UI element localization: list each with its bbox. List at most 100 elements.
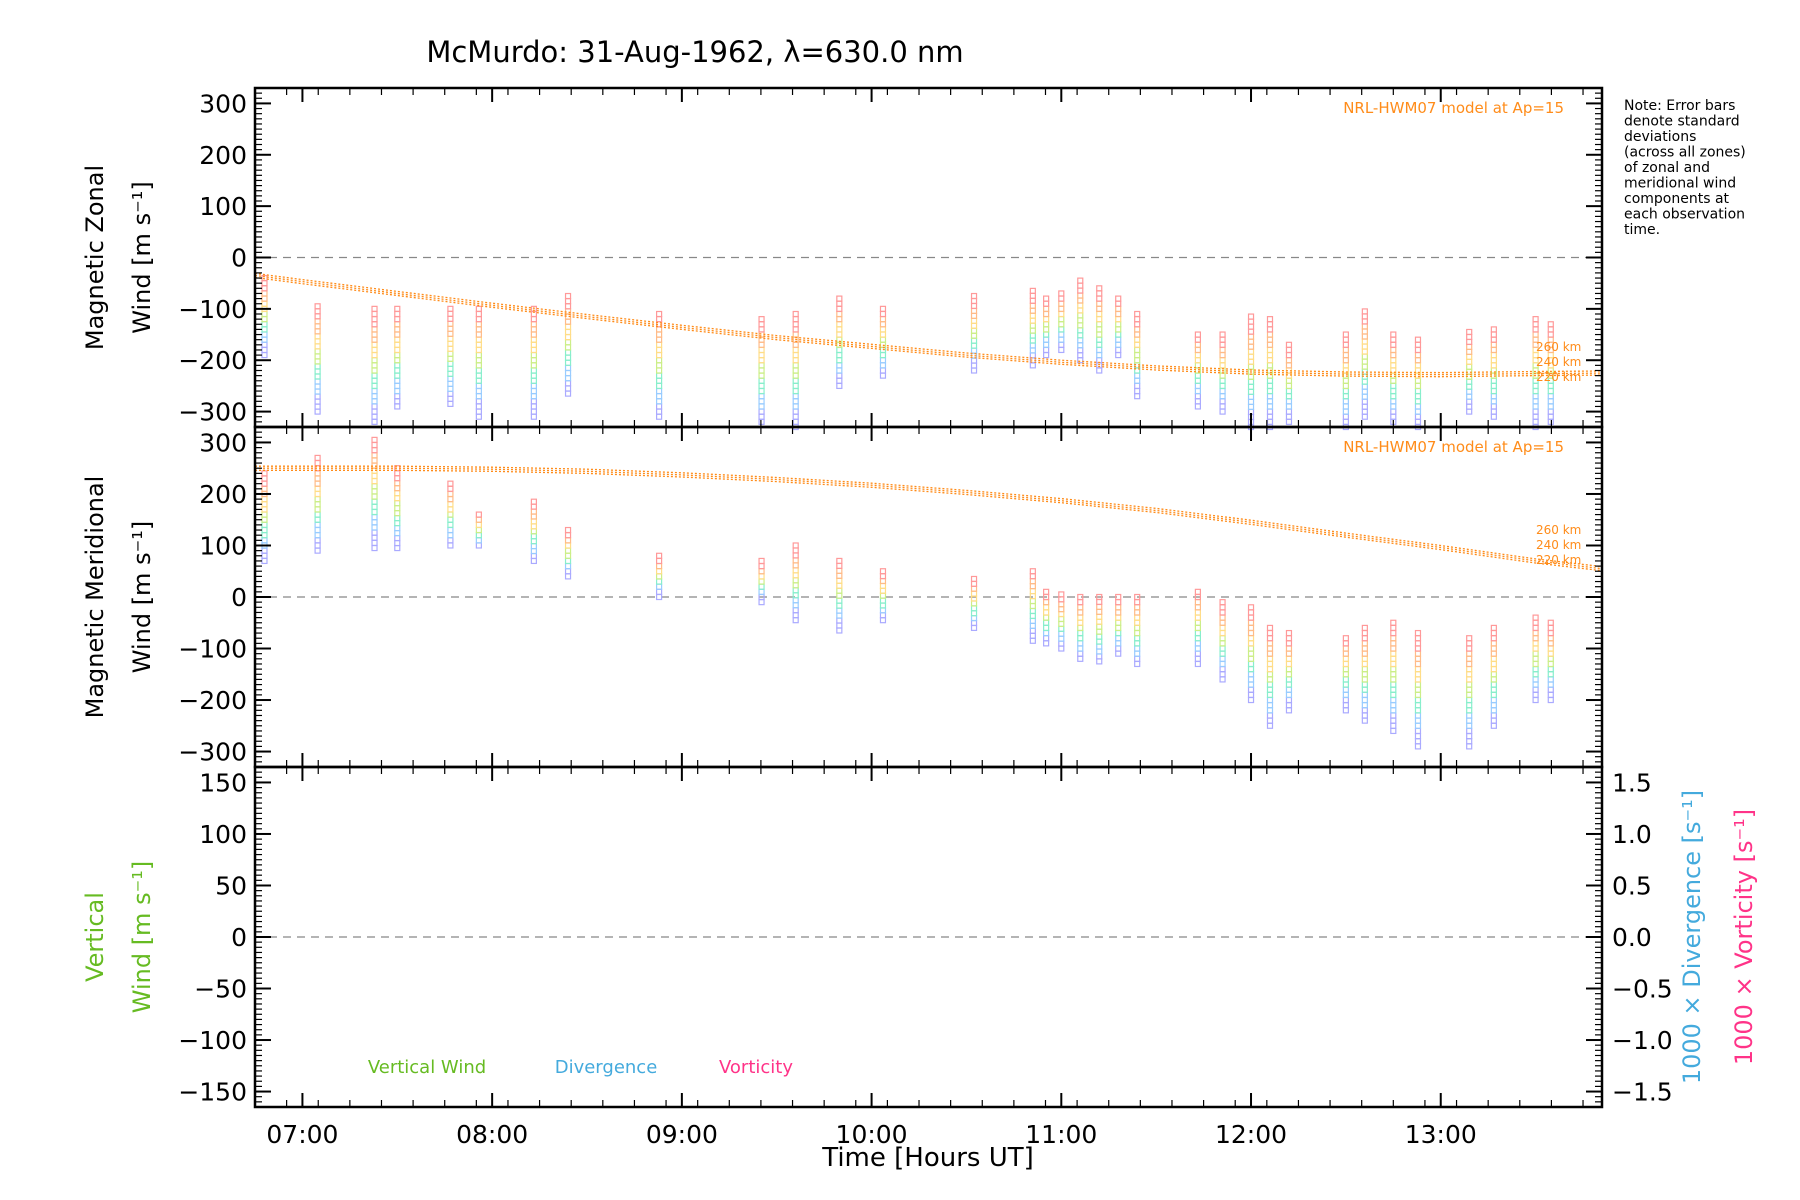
observation-point <box>836 300 843 307</box>
observation-point <box>314 358 321 365</box>
observation-point <box>1342 640 1349 647</box>
observation-point <box>1194 357 1202 364</box>
observation-point <box>1532 660 1539 668</box>
observation-point <box>1247 343 1255 350</box>
observation-point <box>1247 323 1255 330</box>
observation-point <box>1096 326 1103 333</box>
observation-point <box>394 524 401 532</box>
observation-point <box>1247 660 1255 668</box>
observation-point <box>1285 357 1293 364</box>
observation-point <box>1547 393 1554 400</box>
observation-point <box>792 326 799 333</box>
observation-point <box>1414 732 1422 740</box>
observation-point <box>655 403 663 410</box>
observation-point <box>1390 691 1397 698</box>
observation-point <box>836 587 843 594</box>
observation-point <box>1390 655 1397 662</box>
observation-point <box>1490 655 1497 662</box>
observation-point <box>1342 655 1349 662</box>
observation-point <box>1077 282 1084 289</box>
observation-point <box>1247 393 1255 400</box>
observation-point <box>1466 383 1473 390</box>
observation-point <box>758 588 765 595</box>
observation-point <box>655 588 663 595</box>
observation-point <box>1077 645 1084 652</box>
observation-point <box>1096 295 1103 302</box>
observation-point <box>1547 671 1554 678</box>
observation-point <box>1285 691 1293 698</box>
observation-point <box>1096 367 1103 374</box>
observation-point <box>447 537 454 544</box>
observation-point <box>371 452 378 459</box>
observation-point <box>1219 351 1226 359</box>
observation-point <box>1077 322 1084 329</box>
observation-point <box>1361 318 1368 325</box>
observation-point <box>1266 681 1274 688</box>
observation-point <box>371 398 378 405</box>
observation-point <box>1247 313 1255 320</box>
observation-point <box>261 280 268 287</box>
observation-point <box>1547 331 1554 338</box>
observation-point <box>447 310 454 317</box>
observation-point <box>475 526 482 534</box>
observation-point <box>475 537 482 544</box>
observation-point <box>1115 614 1122 621</box>
observation-point <box>1077 297 1084 304</box>
observation-point <box>1219 382 1226 390</box>
observation-point <box>1266 377 1274 384</box>
observation-point <box>1390 666 1397 673</box>
observation-point <box>530 533 537 540</box>
observation-point <box>394 367 401 374</box>
observation-point <box>1194 624 1202 632</box>
observation-point <box>371 498 378 505</box>
observation-point <box>1266 387 1274 395</box>
observation-point <box>314 516 321 523</box>
observation-point <box>371 413 378 420</box>
model-curve-260km <box>255 469 1603 572</box>
observation-point <box>1077 307 1084 314</box>
observation-point <box>1490 351 1497 359</box>
observation-point <box>1058 336 1065 343</box>
observation-point <box>1490 403 1497 410</box>
observation-point <box>1547 629 1554 637</box>
observation-point <box>1547 408 1554 415</box>
y-tick-label: 300 <box>199 89 247 118</box>
note-line: of zonal and <box>1624 160 1710 176</box>
note-line: time. <box>1624 222 1660 238</box>
observation-point <box>1414 702 1422 709</box>
observation-point <box>1547 676 1554 683</box>
observation-point <box>1029 347 1036 354</box>
observation-point <box>475 305 482 312</box>
observation-point <box>1134 387 1141 395</box>
observation-point <box>475 516 482 523</box>
observation-point <box>1285 413 1293 420</box>
altitude-label: 260 km <box>1536 523 1581 537</box>
observation-point <box>1466 660 1473 668</box>
observation-point <box>530 498 537 505</box>
observation-point <box>1194 609 1202 616</box>
y-tick-label: −150 <box>178 1078 247 1107</box>
observation-point <box>371 362 378 369</box>
observation-point <box>371 393 378 400</box>
observation-point <box>447 350 454 357</box>
observation-point <box>1194 635 1202 642</box>
observation-point <box>447 305 454 312</box>
observation-point <box>1219 362 1226 369</box>
observation-point <box>530 393 537 400</box>
observation-point <box>1115 295 1122 302</box>
observation-point <box>1466 328 1473 336</box>
observation-point <box>792 346 799 354</box>
observation-point <box>1043 341 1050 348</box>
observation-point <box>1058 300 1065 307</box>
observation-point <box>1466 676 1473 683</box>
observation-point <box>371 351 378 359</box>
observation-point <box>1466 388 1473 395</box>
x-tick-label: 07:00 <box>266 1120 338 1149</box>
y-tick-label: −100 <box>178 1026 247 1055</box>
observation-point <box>530 346 537 354</box>
observation-point <box>792 617 799 624</box>
observation-point <box>394 505 401 512</box>
observation-point <box>1414 722 1422 729</box>
observation-point <box>1285 387 1293 395</box>
